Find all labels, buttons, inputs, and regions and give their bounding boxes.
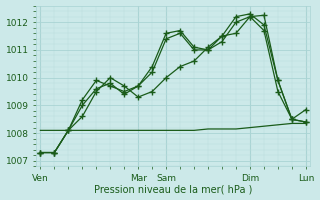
X-axis label: Pression niveau de la mer( hPa ): Pression niveau de la mer( hPa ) [94,184,252,194]
